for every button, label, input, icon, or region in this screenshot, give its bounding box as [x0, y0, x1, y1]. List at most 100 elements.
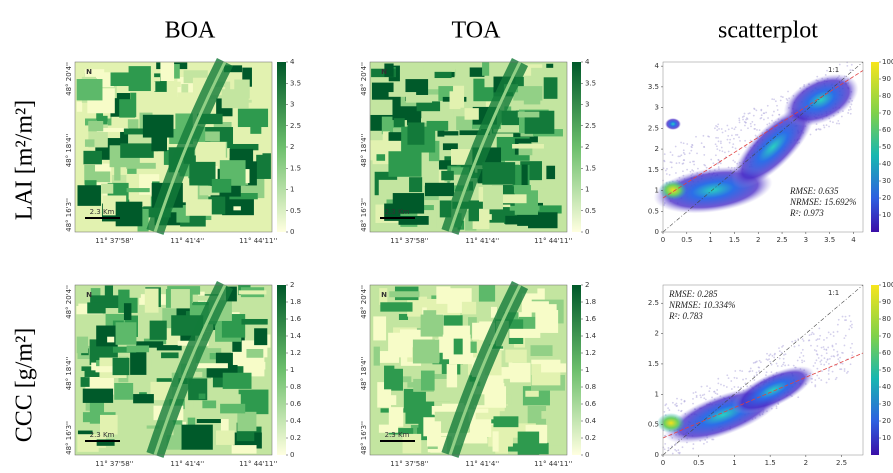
- scatter-point: [721, 147, 723, 149]
- scatter-point: [692, 161, 694, 163]
- scatter-point: [818, 377, 820, 379]
- field: [388, 151, 421, 177]
- scatter-point: [826, 124, 828, 126]
- y-tick-label: 0: [655, 451, 659, 459]
- scatter-point: [696, 152, 698, 154]
- scatter-point: [713, 391, 715, 393]
- scatter-point: [680, 403, 682, 405]
- field: [531, 301, 549, 312]
- field: [541, 411, 556, 419]
- scatter-point: [833, 356, 835, 358]
- scatter-point: [788, 364, 790, 366]
- scatter-point: [664, 160, 666, 162]
- field: [239, 290, 267, 294]
- scatter-point: [716, 148, 718, 150]
- scatter-point: [837, 355, 839, 357]
- scatter-point: [816, 359, 818, 361]
- scatter-point: [814, 362, 816, 364]
- scatter-point: [738, 119, 740, 121]
- scatter-point: [728, 377, 730, 379]
- scatter-point: [848, 328, 850, 330]
- scatter-point: [717, 137, 719, 139]
- scatter-point: [828, 368, 830, 370]
- row-label: CCC [g/m²]: [12, 328, 38, 443]
- map: [370, 285, 567, 455]
- scatter-point: [794, 346, 796, 348]
- y-tick-label: 2.5: [648, 299, 659, 307]
- field: [77, 337, 88, 354]
- colorbar-tick-label: 1.8: [585, 298, 596, 306]
- y-tick-label: 1: [655, 390, 659, 398]
- colorbar-tick-label: 2: [290, 143, 294, 151]
- field: [413, 340, 439, 364]
- scale-label: 2.3 Km: [385, 208, 410, 216]
- scatter-point: [776, 105, 778, 107]
- scatter-point: [715, 143, 717, 145]
- scatter-point: [783, 354, 785, 356]
- scatter-point: [837, 358, 839, 360]
- field: [228, 219, 236, 228]
- scatter-point: [682, 446, 684, 448]
- scatter-point: [799, 356, 801, 358]
- colorbar-tick-label: 0.6: [585, 400, 597, 408]
- y-tick-label: 3.5: [648, 83, 659, 91]
- colorbar-tick-label: 0: [290, 228, 294, 236]
- scatter-point: [791, 341, 793, 343]
- scatter-point: [714, 127, 716, 129]
- field: [171, 289, 190, 308]
- colorbar-tick-label: 70: [882, 332, 891, 340]
- scatter-point: [717, 378, 719, 380]
- colorbar: [871, 285, 879, 455]
- scatter-point: [744, 140, 746, 142]
- scatter-point: [780, 100, 782, 102]
- field: [518, 432, 539, 455]
- field: [479, 285, 495, 301]
- y-tick-label: 0.5: [648, 421, 659, 429]
- field: [391, 369, 403, 391]
- map-y-label: 48° 16'3'': [65, 198, 73, 232]
- scatter-point: [716, 393, 718, 395]
- colorbar-tick-label: 1: [290, 366, 294, 374]
- scatter-point: [682, 170, 684, 172]
- scatter-point: [728, 128, 730, 130]
- scatter-point: [719, 150, 721, 152]
- field: [483, 185, 503, 209]
- scatter-point: [722, 132, 724, 134]
- scatter-point: [753, 115, 755, 117]
- scatter-point: [772, 355, 774, 357]
- map-y-label: 48° 18'4'': [65, 133, 73, 167]
- colorbar-tick-label: 30: [882, 400, 891, 408]
- scatter-point: [813, 333, 815, 335]
- scatter-point: [851, 64, 853, 66]
- scatter-point: [691, 144, 693, 146]
- scatter-point: [826, 349, 828, 351]
- map-x-label: 11° 41'4'': [465, 237, 499, 245]
- scatter-point: [783, 358, 785, 360]
- field: [105, 286, 113, 302]
- field: [372, 83, 394, 100]
- x-tick-label: 2: [804, 459, 808, 467]
- scatter-point: [766, 353, 768, 355]
- scatter-point: [850, 108, 852, 110]
- scatter-point: [750, 368, 752, 370]
- scatter-point: [729, 142, 731, 144]
- scatter-point: [821, 347, 823, 349]
- field: [223, 373, 252, 389]
- colorbar-tick-label: 0: [585, 228, 589, 236]
- field: [238, 109, 268, 127]
- field: [99, 448, 128, 454]
- field: [436, 286, 450, 303]
- scatter-point: [729, 139, 731, 141]
- map-x-label: 11° 41'4'': [170, 237, 204, 245]
- scatter-point: [675, 443, 677, 445]
- scatter-point: [690, 150, 692, 152]
- scatter-point: [803, 355, 805, 357]
- scatter-point: [829, 120, 831, 122]
- colorbar-tick-label: 3: [585, 101, 589, 109]
- scatter-point: [730, 380, 732, 382]
- scatter-point: [823, 364, 825, 366]
- scatter-point: [686, 169, 688, 171]
- scatter-point: [693, 164, 695, 166]
- scatter-point: [825, 361, 827, 363]
- scatter-point: [782, 345, 784, 347]
